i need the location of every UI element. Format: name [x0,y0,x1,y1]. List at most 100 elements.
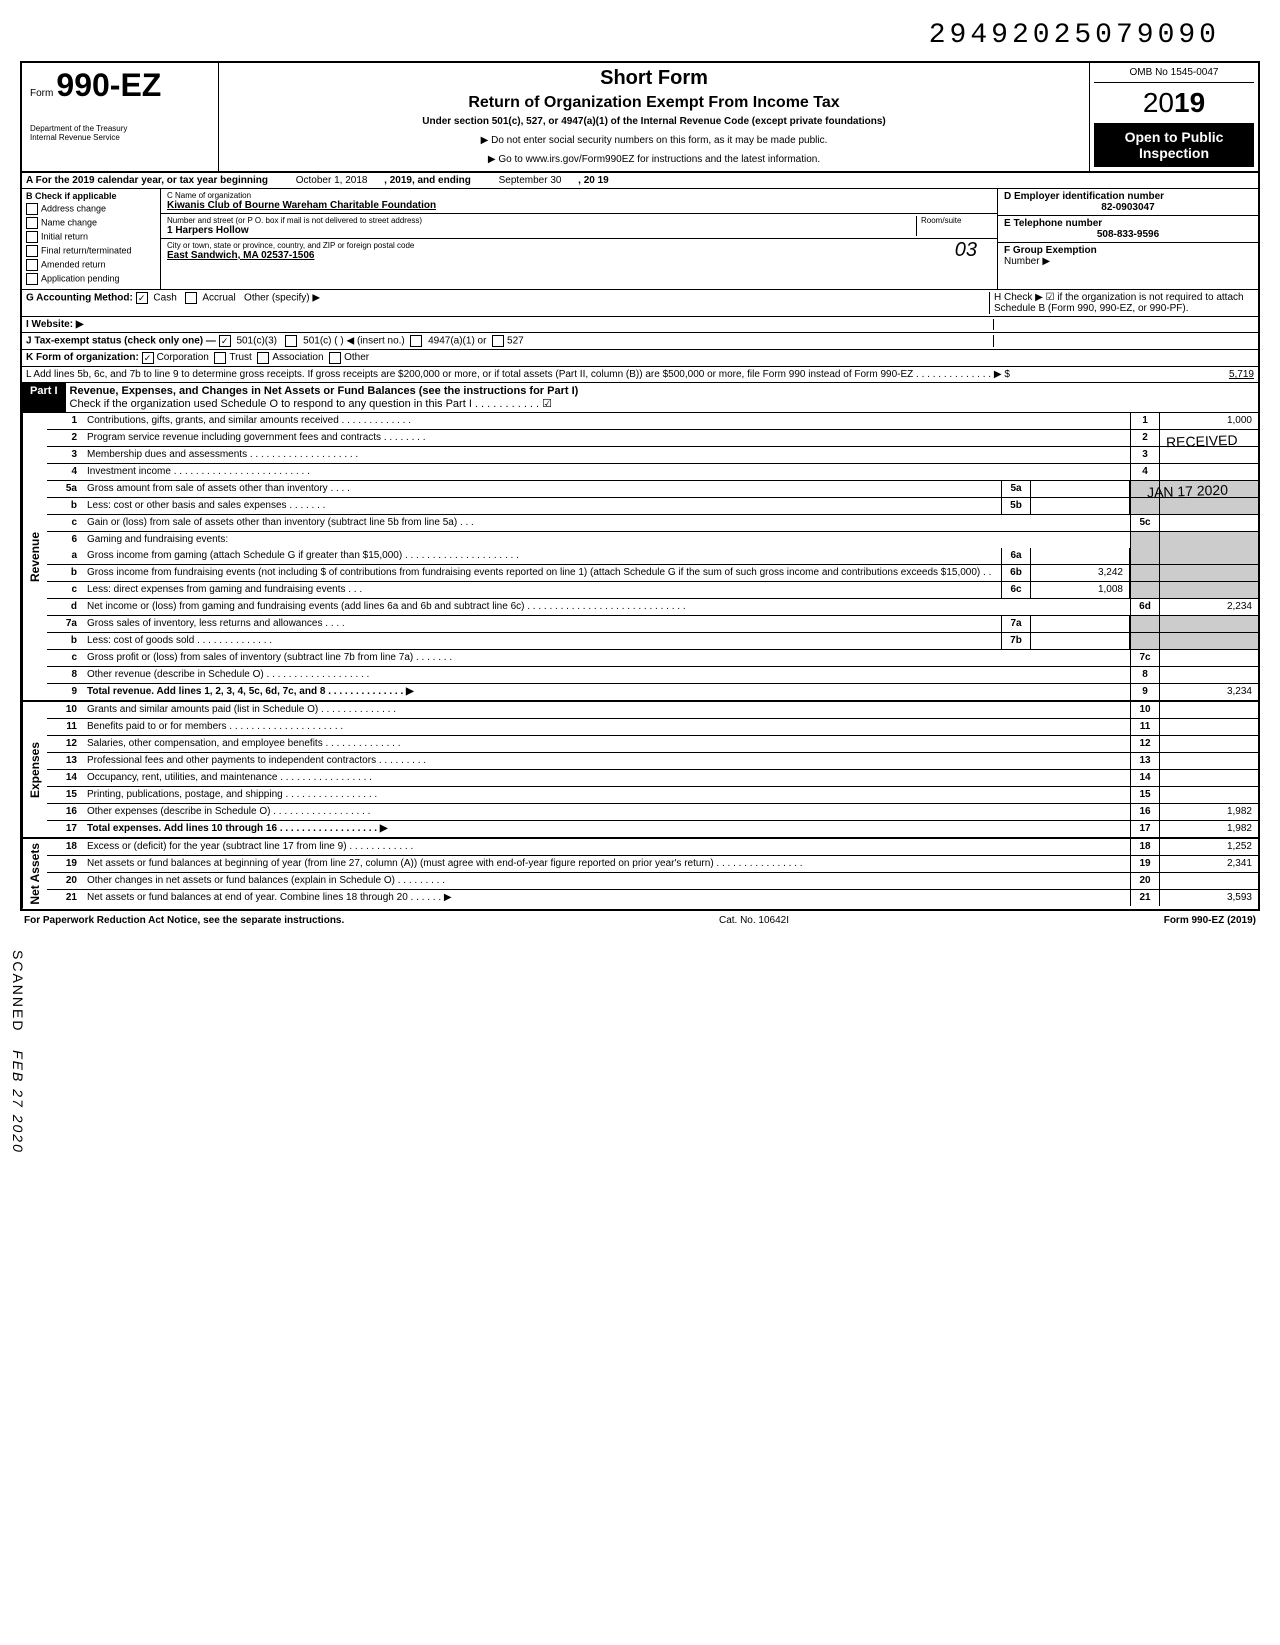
note-url: ▶ Go to www.irs.gov/Form990EZ for instru… [229,154,1079,165]
checkbox-assoc[interactable] [257,352,269,364]
g-other: Other (specify) ▶ [244,293,320,304]
line-21-box: 21 [1130,890,1159,906]
part1-label: Part I [22,383,66,412]
g-label: G Accounting Method: [26,293,133,304]
line-1-desc: Contributions, gifts, grants, and simila… [83,413,1130,429]
open-public-1: Open to Public [1096,129,1252,145]
line-5c-box: 5c [1130,515,1159,531]
checkbox-527[interactable] [492,335,504,347]
footer-mid: Cat. No. 10642I [719,915,789,926]
checkbox-pending[interactable] [26,273,38,285]
line-8-desc: Other revenue (describe in Schedule O) .… [83,667,1130,683]
checkbox-4947[interactable] [410,335,422,347]
line-7b-val [1031,633,1130,649]
dept-treasury: Department of the Treasury [30,124,210,133]
line-5c-desc: Gain or (loss) from sale of assets other… [83,515,1130,531]
line-14-val [1159,770,1258,786]
line-5a-num: 5a [47,481,83,497]
line-1-val: 1,000 [1159,413,1258,429]
line-3-val [1159,447,1258,463]
h-text: H Check ▶ ☑ if the organization is not r… [989,292,1254,314]
checkbox-501c3[interactable]: ✓ [219,335,231,347]
checkbox-accrual[interactable] [185,292,197,304]
f-label: F Group Exemption [1004,245,1097,256]
line-12-box: 12 [1130,736,1159,752]
line-6c-end-val [1159,582,1258,598]
part1-header: Part I Revenue, Expenses, and Changes in… [22,383,1258,413]
line-18-desc: Excess or (deficit) for the year (subtra… [83,839,1130,855]
line-5b-box: 5b [1001,498,1031,514]
b-item-5: Application pending [41,273,120,283]
line-6c-desc: Less: direct expenses from gaming and fu… [83,582,1001,598]
line-6b-box: 6b [1001,565,1031,581]
line-14-num: 14 [47,770,83,786]
side-revenue: Revenue [22,413,47,700]
e-label: E Telephone number [1004,218,1102,229]
open-public: Open to Public Inspection [1094,123,1254,167]
line-7a-desc: Gross sales of inventory, less returns a… [83,616,1001,632]
line-7b-end-box [1130,633,1159,649]
line-9-val: 3,234 [1159,684,1258,700]
g-cash: Cash [153,293,176,304]
footer-left: For Paperwork Reduction Act Notice, see … [24,915,344,926]
line-6d-box: 6d [1130,599,1159,615]
line-14-desc: Occupancy, rent, utilities, and maintena… [83,770,1130,786]
b-header: B Check if applicable [26,191,117,201]
line-21-desc: Net assets or fund balances at end of ye… [83,890,1130,906]
j-opt3: 4947(a)(1) or [428,336,486,347]
section-b: B Check if applicable Address change Nam… [22,189,161,289]
checkbox-corp[interactable]: ✓ [142,352,154,364]
checkbox-name-change[interactable] [26,217,38,229]
footer-right: Form 990-EZ (2019) [1164,915,1256,926]
line-15-num: 15 [47,787,83,803]
line-5c-val [1159,515,1258,531]
line-13-box: 13 [1130,753,1159,769]
org-city: East Sandwich, MA 02537-1506 [167,250,991,261]
phone: 508-833-9596 [1004,229,1252,240]
line-16-num: 16 [47,804,83,820]
footer: For Paperwork Reduction Act Notice, see … [20,911,1260,930]
line-5a-box: 5a [1001,481,1031,497]
row-gh: G Accounting Method: ✓ Cash Accrual Othe… [22,290,1258,317]
j-label: J Tax-exempt status (check only one) — [26,336,216,347]
form-prefix: Form [30,88,53,99]
line-7b-box: 7b [1001,633,1031,649]
line-6c-val: 1,008 [1031,582,1130,598]
checkbox-amended[interactable] [26,259,38,271]
f-label2: Number ▶ [1004,256,1050,267]
line-4-num: 4 [47,464,83,480]
checkbox-final-return[interactable] [26,245,38,257]
section-a: A For the 2019 calendar year, or tax yea… [22,173,1258,189]
line-4-val [1159,464,1258,480]
open-public-2: Inspection [1096,145,1252,161]
checkbox-trust[interactable] [214,352,226,364]
j-opt1: 501(c)(3) [236,336,277,347]
stamp-scanned: SCANNED FEB 27 2020 [10,950,26,1154]
line-14-box: 14 [1130,770,1159,786]
l-text: L Add lines 5b, 6c, and 7b to line 9 to … [26,369,1010,380]
line-6d-val: 2,234 [1159,599,1258,615]
line-6a-val [1031,548,1130,564]
section-c: C Name of organization Kiwanis Club of B… [161,189,998,289]
line-3-desc: Membership dues and assessments . . . . … [83,447,1130,463]
line-10-num: 10 [47,702,83,718]
checkbox-address-change[interactable] [26,203,38,215]
row-l: L Add lines 5b, 6c, and 7b to line 9 to … [22,367,1258,383]
line-6a-end-val [1159,548,1258,564]
line-6b-desc: Gross income from fundraising events (no… [83,565,1001,581]
checkbox-cash[interactable]: ✓ [136,292,148,304]
l-value: 5,719 [1164,369,1254,380]
line-21-val: 3,593 [1159,890,1258,906]
line-6b-val: 3,242 [1031,565,1130,581]
checkbox-other[interactable] [329,352,341,364]
j-opt2: 501(c) ( ) ◀ (insert no.) [303,336,405,347]
g-accrual: Accrual [202,293,235,304]
form-number-box: Form 990-EZ Department of the Treasury I… [22,63,219,171]
checkbox-initial-return[interactable] [26,231,38,243]
line-19-box: 19 [1130,856,1159,872]
expenses-section: Expenses 10Grants and similar amounts pa… [22,702,1258,839]
line-6-num: 6 [47,532,83,548]
checkbox-501c[interactable] [285,335,297,347]
line-6-box [1130,532,1159,548]
line-5a-desc: Gross amount from sale of assets other t… [83,481,1001,497]
